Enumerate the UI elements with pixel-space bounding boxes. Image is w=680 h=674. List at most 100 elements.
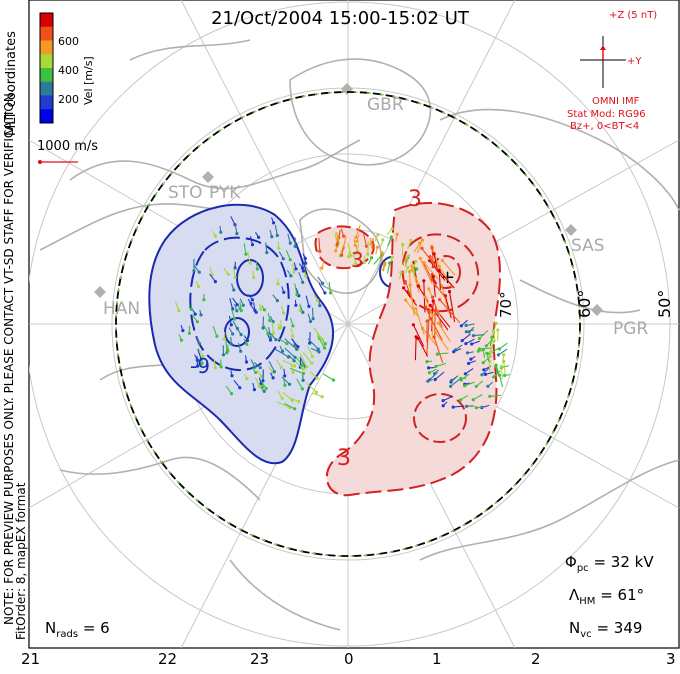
vector-line [422,327,437,346]
colorbar-tick-200: 200 [58,93,79,106]
vector-line [193,265,200,273]
vector-line [431,314,434,337]
vector-line [498,375,504,388]
vector-line [503,361,507,376]
vector-line [336,232,339,239]
mlt-tick-23: 23 [250,650,270,668]
vector-line [199,309,202,316]
vector-line [249,236,254,245]
vector-line [417,338,429,357]
vector-line [424,296,433,315]
vector-line [488,341,495,355]
vector-line [451,375,459,381]
site-marker-pgr [591,304,603,316]
vector-line [230,336,232,345]
vector-line [200,357,203,364]
vector-line [180,325,184,331]
vector-line [295,356,304,366]
contour-label-mid: 3 [351,248,364,272]
vector-line [466,329,475,333]
vector-line [355,224,361,238]
vector-line [271,322,274,334]
vector-line [234,223,238,234]
vector-line [296,378,303,390]
stat-n-rads-subscript: rads [56,629,79,640]
vector-origin [430,246,434,250]
vector-line [197,347,204,357]
vector-line [243,243,247,255]
vector-line [252,270,255,278]
vector-line [305,295,310,307]
vector-line [426,335,429,357]
vector-line [268,361,275,373]
vector-line [298,263,303,269]
vector-line [285,249,291,261]
vector-line [475,380,484,387]
vector-line [263,325,269,334]
vector-line [482,349,486,359]
vector-line [438,270,455,289]
vector-line [290,328,294,337]
mlt-tick-0: 0 [344,650,354,668]
vector-line [353,239,356,246]
vector-line [495,364,501,377]
vector-line [230,216,236,225]
vector-line [328,281,332,293]
vector-line [467,351,474,354]
vector-line [276,359,282,368]
map-title: 21/Oct/2004 15:00-15:02 UT [211,8,469,29]
vector-line [414,336,417,361]
vector-line [243,374,248,379]
vector-line [489,336,493,347]
stat-phi-subscript: pc [576,563,589,574]
imf-source: OMNI IMF [592,96,640,107]
vector-line [442,401,448,407]
vector-line [499,342,508,350]
colorbar-segment [40,40,53,55]
vector-line [313,327,323,340]
vector-line [464,381,475,387]
mlt-tick-1: 1 [432,650,442,668]
vector-line [243,335,248,341]
vector-line [495,366,500,376]
positive-contour-inner [431,255,461,289]
vector-line [450,378,460,387]
vector-line [294,299,297,306]
vector-line [255,232,260,238]
vector-line [225,385,232,394]
vector-line [381,262,386,271]
vector-line [291,338,299,347]
colorbar-segment [40,109,53,124]
vector-line [460,319,468,327]
vector-line [255,261,258,270]
stat-lambda-hm: ΛHM = 61° [569,586,644,607]
vector-line [247,298,252,304]
vector-line [304,255,307,264]
stat-lambda-value: = 61° [600,586,645,604]
vector-line [429,368,437,374]
vector-line [174,301,180,311]
vector-line [243,338,248,345]
vector-line [448,291,456,323]
vector-line [479,347,492,350]
vector-line [212,326,218,337]
vector-line [355,243,360,254]
vector-line [278,323,280,329]
vector-line [278,338,288,345]
vector-line [291,263,295,272]
vector-line [441,260,456,276]
site-label-pyk: PYK [209,183,241,203]
vector-line [489,394,502,397]
vector-line [233,379,241,389]
vector-line [247,251,251,264]
negative-contour-mid [189,236,290,372]
vector-line [267,312,271,321]
vector-line [415,308,425,335]
hm-boundary-black [115,91,581,557]
imf-model: Stat Mod: RG96 [567,109,646,120]
vector-line [460,373,470,381]
vector-line [299,353,308,368]
vector-line [286,269,292,277]
vector-line [431,247,435,267]
vector-line [438,323,451,342]
